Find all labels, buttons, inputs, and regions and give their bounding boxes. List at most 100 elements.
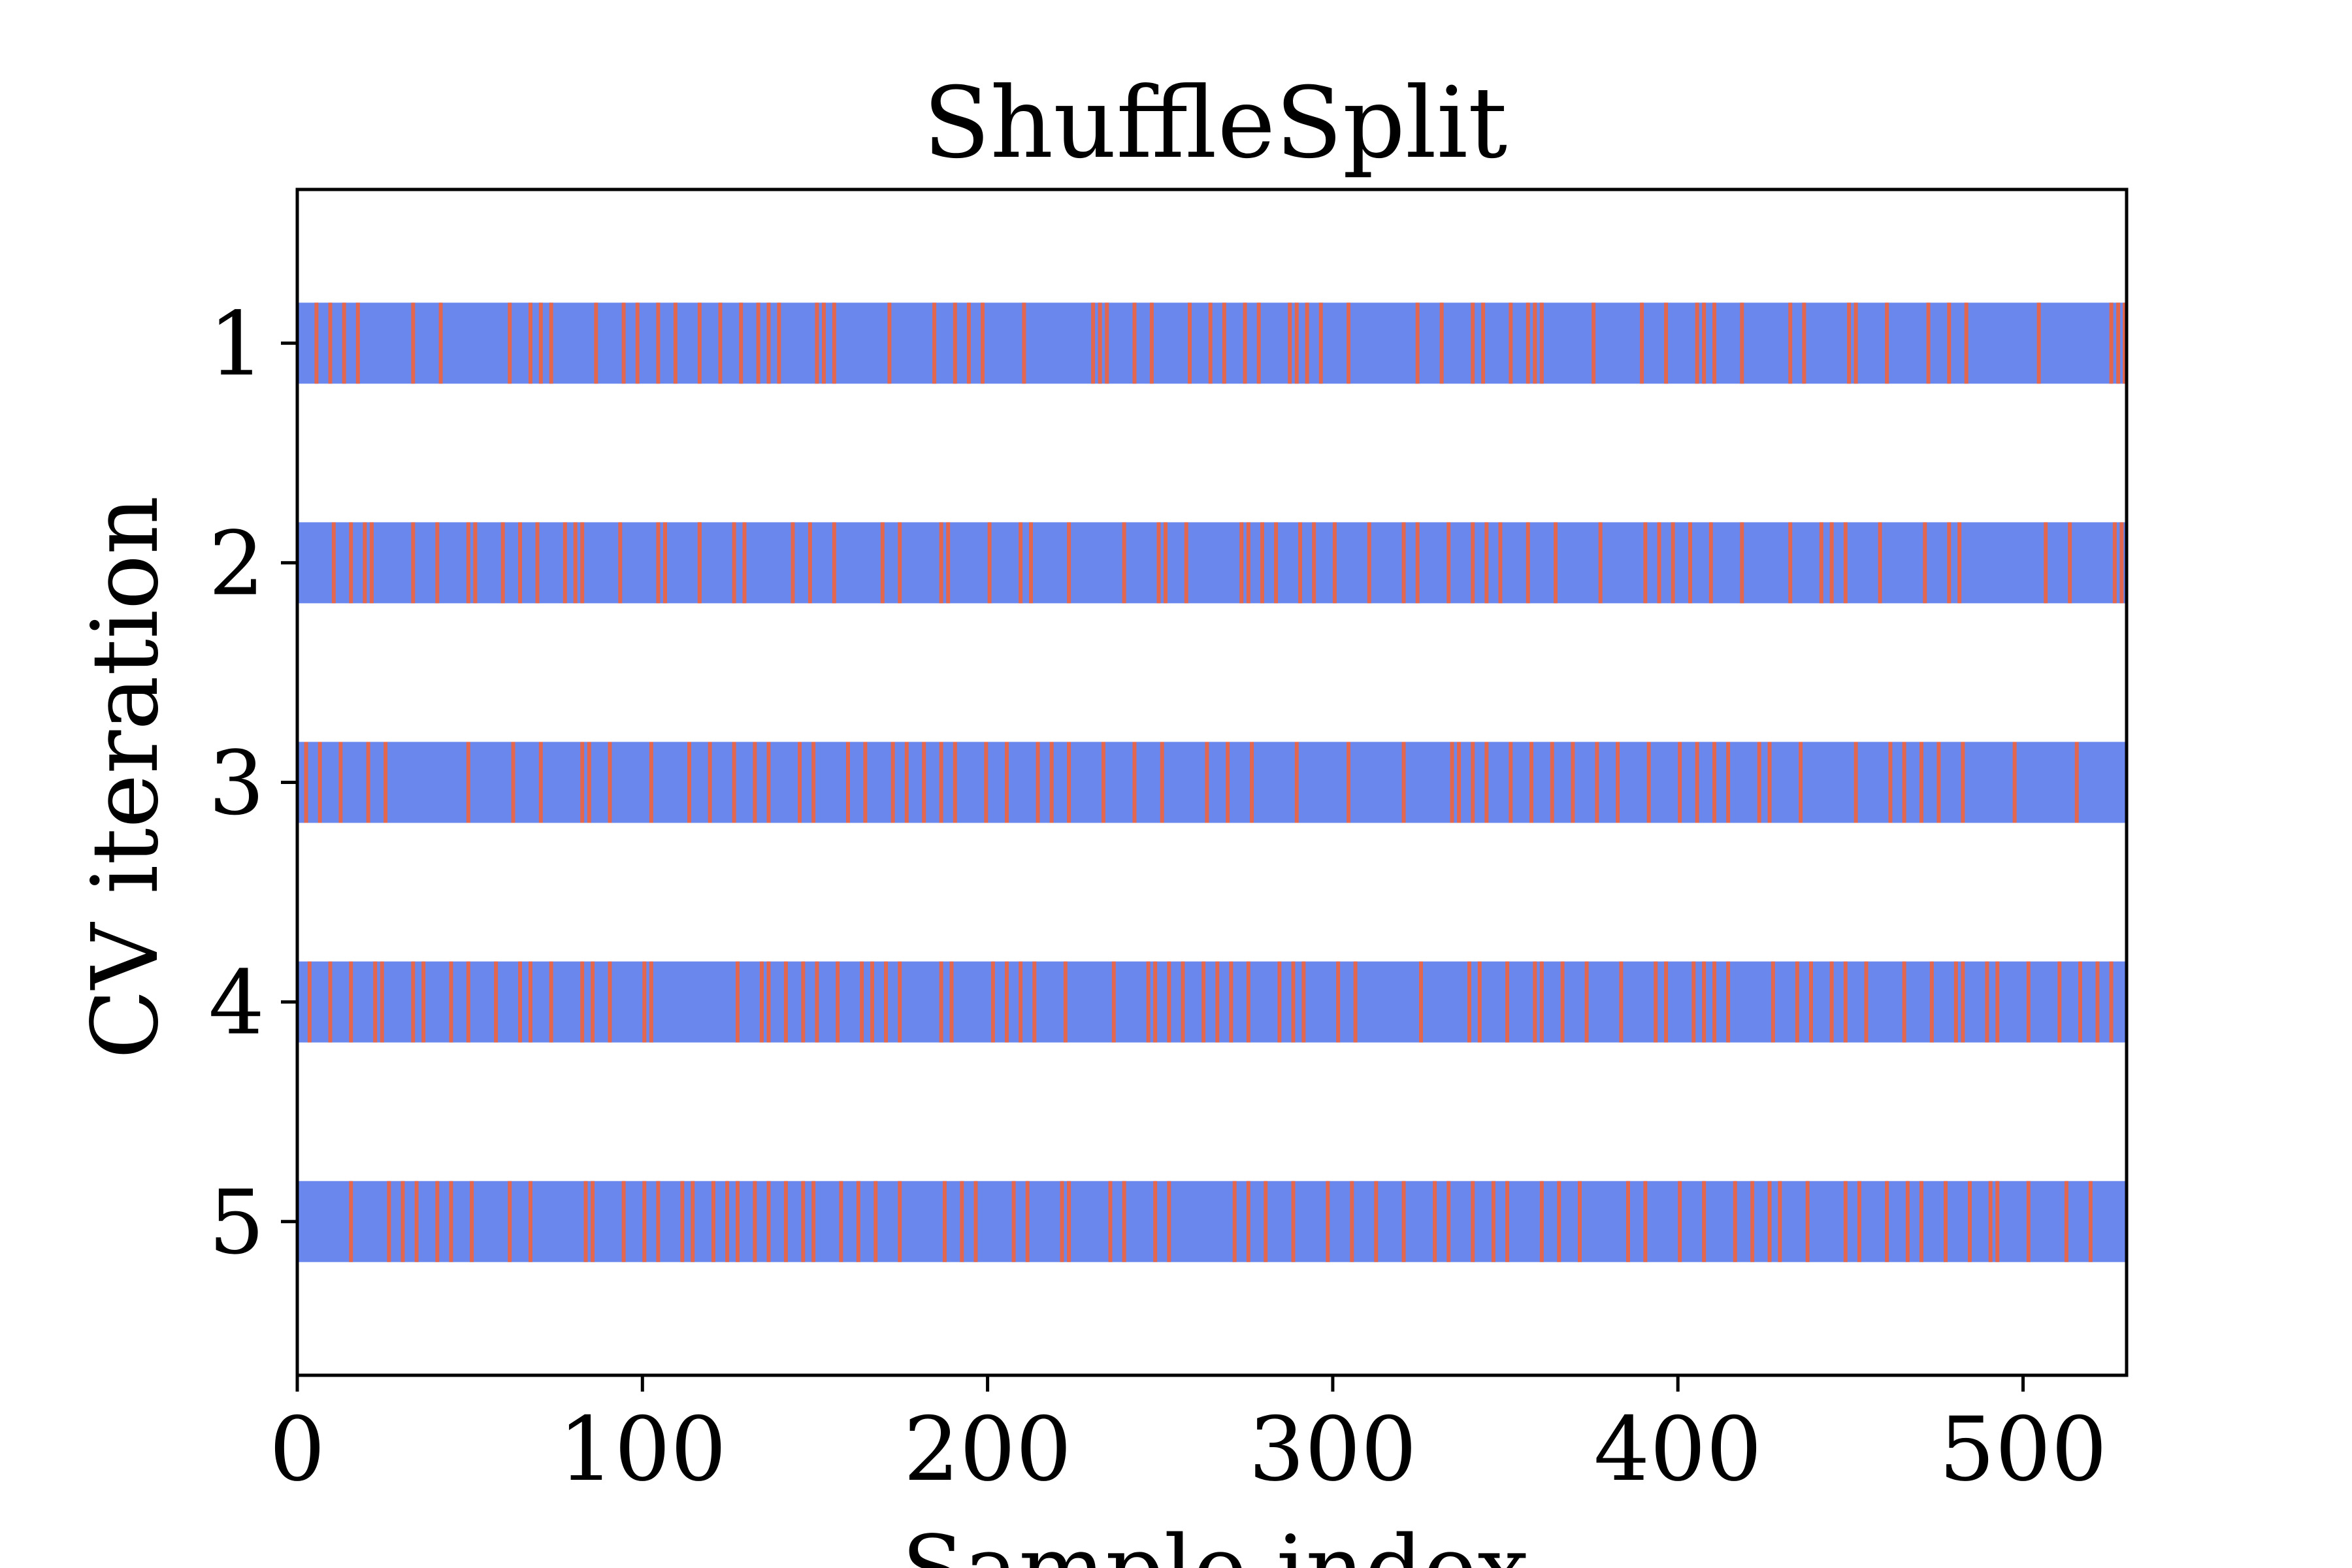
test-sample-mark	[1733, 1181, 1737, 1262]
x-axis-label: Sample index	[902, 1516, 1529, 1568]
test-sample-mark	[1961, 961, 1965, 1043]
test-sample-mark	[1498, 522, 1503, 604]
y-tick-label: 4	[208, 952, 265, 1054]
test-sample-mark	[649, 742, 653, 823]
test-sample-mark	[884, 961, 889, 1043]
test-sample-mark	[870, 961, 874, 1043]
test-sample-mark	[711, 1181, 715, 1262]
test-sample-mark	[1526, 522, 1530, 604]
test-sample-mark	[1708, 522, 1713, 604]
test-sample-mark	[1695, 302, 1699, 384]
test-sample-mark	[756, 302, 760, 384]
test-sample-mark	[1156, 522, 1161, 604]
chart-title: ShuffleSplit	[923, 67, 1507, 180]
test-sample-mark	[1529, 742, 1534, 823]
test-sample-mark	[1712, 961, 1717, 1043]
test-sample-mark	[1533, 302, 1537, 384]
test-sample-mark	[1049, 742, 1054, 823]
test-sample-mark	[349, 961, 353, 1043]
test-sample-mark	[1246, 961, 1250, 1043]
test-sample-mark	[1595, 742, 1599, 823]
test-sample-mark	[642, 1181, 647, 1262]
test-sample-mark	[349, 1181, 353, 1262]
test-sample-mark	[1947, 302, 1952, 384]
test-sample-mark	[1995, 1181, 2000, 1262]
test-sample-mark	[1885, 1181, 1889, 1262]
test-sample-mark	[387, 1181, 391, 1262]
test-sample-mark	[973, 1181, 978, 1262]
test-sample-mark	[1505, 1181, 1510, 1262]
test-sample-mark	[1277, 961, 1282, 1043]
test-sample-mark	[1526, 302, 1530, 384]
test-sample-mark	[1332, 522, 1337, 604]
test-sample-mark	[411, 522, 416, 604]
test-sample-mark	[1788, 302, 1793, 384]
test-sample-mark	[1657, 522, 1661, 604]
test-sample-mark	[642, 961, 647, 1043]
test-sample-mark	[822, 302, 826, 384]
test-sample-mark	[1702, 961, 1707, 1043]
cv-iteration-row	[297, 522, 2127, 604]
x-tick-label: 500	[1939, 1398, 2108, 1501]
test-sample-mark	[1947, 522, 1952, 604]
test-sample-mark	[2057, 961, 2062, 1043]
test-sample-mark	[1067, 742, 1071, 823]
test-sample-mark	[2119, 522, 2124, 604]
test-sample-mark	[1418, 961, 1423, 1043]
test-sample-mark	[511, 742, 515, 823]
test-sample-mark	[1439, 302, 1444, 384]
test-sample-mark	[1063, 961, 1068, 1043]
test-sample-mark	[663, 522, 667, 604]
test-sample-mark	[1712, 742, 1717, 823]
test-sample-mark	[1401, 1181, 1406, 1262]
test-sample-mark	[1985, 961, 1989, 1043]
test-sample-mark	[932, 302, 937, 384]
train-band	[297, 1181, 2127, 1262]
test-sample-mark	[1557, 1181, 1561, 1262]
test-sample-mark	[1953, 961, 1958, 1043]
test-sample-mark	[400, 1181, 405, 1262]
test-sample-mark	[984, 742, 988, 823]
test-sample-mark	[1550, 742, 1554, 823]
x-axis-ticks: 0 100 200 300 400 500	[269, 1375, 2107, 1501]
test-sample-mark	[1926, 302, 1931, 384]
test-sample-mark	[1433, 1181, 1437, 1262]
cv-iteration-row	[297, 742, 2127, 823]
test-sample-mark	[1132, 302, 1137, 384]
test-sample-mark	[1471, 522, 1475, 604]
test-sample-mark	[2109, 302, 2114, 384]
test-sample-mark	[1167, 961, 1171, 1043]
test-sample-mark	[1149, 302, 1154, 384]
test-sample-mark	[1671, 522, 1675, 604]
test-sample-mark	[1105, 302, 1109, 384]
test-sample-mark	[1843, 522, 1848, 604]
test-sample-mark	[549, 961, 553, 1043]
test-sample-mark	[1025, 1181, 1030, 1262]
test-sample-mark	[874, 1181, 878, 1262]
test-sample-mark	[1988, 1181, 1993, 1262]
test-sample-mark	[563, 522, 567, 604]
test-sample-mark	[1919, 1181, 1924, 1262]
test-sample-mark	[355, 302, 360, 384]
test-sample-mark	[449, 961, 453, 1043]
test-sample-mark	[856, 1181, 860, 1262]
test-sample-mark	[1019, 961, 1023, 1043]
test-sample-mark	[1446, 1181, 1451, 1262]
test-sample-mark	[1829, 522, 1834, 604]
test-sample-mark	[1805, 1181, 1810, 1262]
test-sample-mark	[890, 742, 895, 823]
test-sample-mark	[580, 961, 585, 1043]
test-sample-mark	[904, 742, 909, 823]
test-sample-mark	[1250, 742, 1254, 823]
test-sample-mark	[1967, 1181, 1972, 1262]
test-sample-mark	[1944, 1181, 1948, 1262]
test-sample-mark	[435, 1181, 440, 1262]
test-sample-mark	[777, 302, 781, 384]
test-sample-mark	[1560, 961, 1565, 1043]
test-sample-mark	[942, 1181, 947, 1262]
test-sample-mark	[1929, 961, 1934, 1043]
test-sample-mark	[1036, 742, 1040, 823]
test-sample-mark	[1288, 302, 1292, 384]
test-sample-mark	[363, 522, 367, 604]
test-sample-mark	[1153, 961, 1158, 1043]
